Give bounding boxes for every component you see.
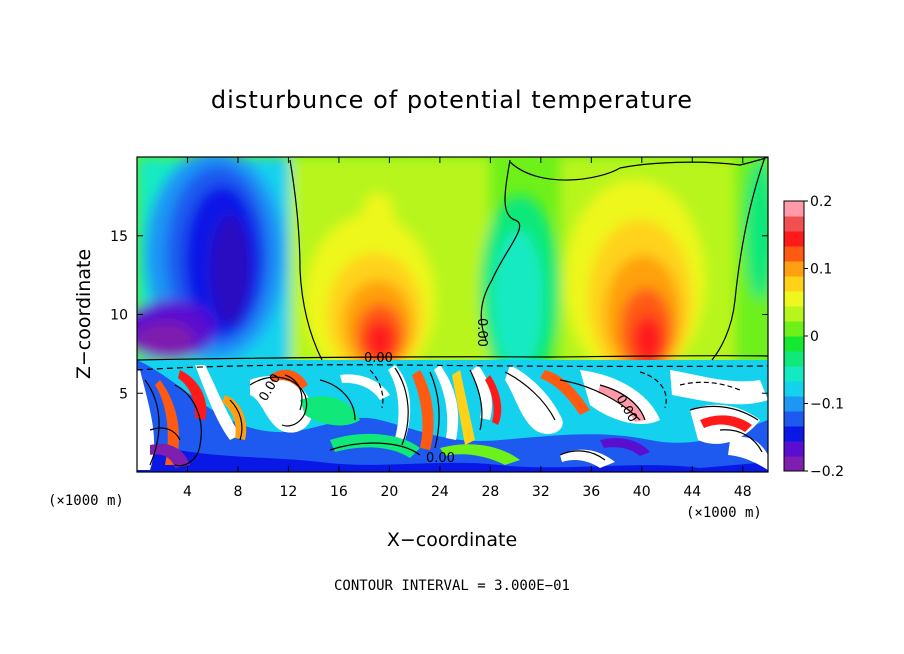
chart-title: disturbunce of potential temperature xyxy=(210,86,694,114)
x-tick-label: 28 xyxy=(481,484,499,500)
colorbar-tick-label: 0.1 xyxy=(810,262,832,278)
colorbar-swatch xyxy=(784,231,804,247)
x-tick-label: 20 xyxy=(380,484,398,500)
x-tick-label: 4 xyxy=(183,484,192,500)
colorbar-tick-label: −0.1 xyxy=(810,397,844,413)
colorbar-swatch xyxy=(784,336,804,352)
colorbar: 0.2 0.1 0 −0.1 −0.2 xyxy=(783,194,844,480)
y-axis: 5 10 15 xyxy=(110,229,768,402)
colorbar-tick-label: 0 xyxy=(810,329,819,345)
colorbar-swatch xyxy=(784,261,804,277)
colorbar-swatch xyxy=(784,441,804,457)
y-tick-label: 10 xyxy=(110,308,128,324)
colorbar-swatch xyxy=(784,456,804,472)
colorbar-swatch xyxy=(784,276,804,292)
colorbar-swatch xyxy=(784,426,804,442)
x-tick-label: 8 xyxy=(233,484,242,500)
plot-area xyxy=(137,157,768,472)
x-tick-label: 36 xyxy=(582,484,600,500)
colorbar-tick-label: 0.2 xyxy=(810,194,832,210)
x-unit-label-right: (×1000 m) xyxy=(686,505,762,521)
x-axis: 4 8 12 16 20 24 28 32 36 40 44 48 xyxy=(183,157,752,500)
contour-interval-note: CONTOUR INTERVAL = 3.000E−01 xyxy=(333,578,570,594)
colorbar-swatch xyxy=(784,216,804,232)
y-tick-label: 15 xyxy=(110,229,128,245)
colorbar-swatch xyxy=(784,291,804,307)
x-axis-label: X−coordinate xyxy=(387,529,517,551)
colorbar-swatch xyxy=(784,411,804,427)
colorbar-swatch xyxy=(784,246,804,262)
colorbar-swatch xyxy=(784,366,804,382)
contour-label: 0.00 xyxy=(474,318,489,347)
x-tick-label: 24 xyxy=(431,484,449,500)
x-tick-label: 48 xyxy=(734,484,752,500)
x-tick-label: 16 xyxy=(330,484,348,500)
colorbar-swatch xyxy=(784,381,804,397)
x-tick-label: 32 xyxy=(532,484,550,500)
y-axis-label: Z−coordinate xyxy=(73,249,95,379)
x-tick-label: 12 xyxy=(280,484,298,500)
contour-label: 0.00 xyxy=(426,451,455,466)
contour-label: 0.00 xyxy=(364,351,393,366)
lower-field xyxy=(137,360,768,472)
x-unit-label: (×1000 m) xyxy=(48,493,124,509)
colorbar-swatch xyxy=(784,351,804,367)
colorbar-swatch xyxy=(784,321,804,337)
upper-field xyxy=(137,157,768,385)
colorbar-swatch xyxy=(784,396,804,412)
colorbar-swatch xyxy=(784,201,804,217)
y-tick-label: 5 xyxy=(119,386,128,402)
colorbar-tick-label: −0.2 xyxy=(810,464,844,480)
x-tick-label: 40 xyxy=(633,484,651,500)
colorbar-swatch xyxy=(784,306,804,322)
contour-labels: 0.00 0.00 0.00 0.00 0.00 xyxy=(256,318,640,466)
x-tick-label: 44 xyxy=(683,484,701,500)
contour-lines xyxy=(137,157,768,467)
